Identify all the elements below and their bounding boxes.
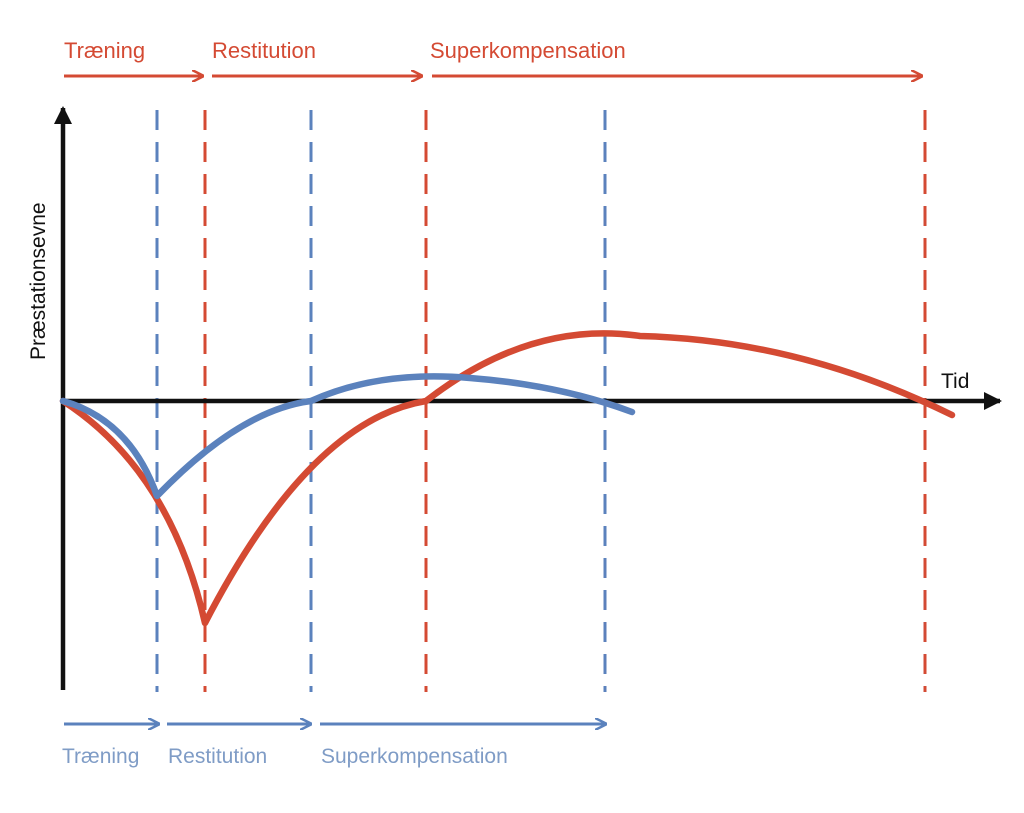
blue-label-traening: Træning xyxy=(62,745,139,768)
red-label-restitution: Restitution xyxy=(212,38,316,63)
blue-label-restitution: Restitution xyxy=(168,745,267,768)
red-label-superkompensation: Superkompensation xyxy=(430,38,626,63)
blue-phase-labels: Træning Restitution Superkompensation xyxy=(62,745,508,768)
y-axis-label: Præstationsevne xyxy=(27,202,50,360)
red-phase-labels: Træning Restitution Superkompensation xyxy=(64,38,626,63)
blue-label-superkompensation: Superkompensation xyxy=(321,745,508,768)
red-label-traening: Træning xyxy=(64,38,145,63)
blue-performance-curve xyxy=(59,373,636,500)
x-axis-label: Tid xyxy=(941,370,969,393)
red-performance-curve xyxy=(59,330,956,627)
